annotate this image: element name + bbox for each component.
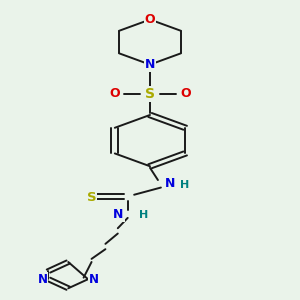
Text: N: N xyxy=(145,58,155,71)
Text: N: N xyxy=(113,208,124,220)
Text: O: O xyxy=(180,87,191,100)
Text: O: O xyxy=(145,13,155,26)
Text: N: N xyxy=(89,273,99,286)
Text: N: N xyxy=(38,273,47,286)
Text: N: N xyxy=(165,177,175,190)
Text: S: S xyxy=(87,191,96,204)
Text: O: O xyxy=(109,87,120,100)
Text: H: H xyxy=(139,210,148,220)
Text: H: H xyxy=(180,180,189,190)
Text: S: S xyxy=(145,87,155,101)
